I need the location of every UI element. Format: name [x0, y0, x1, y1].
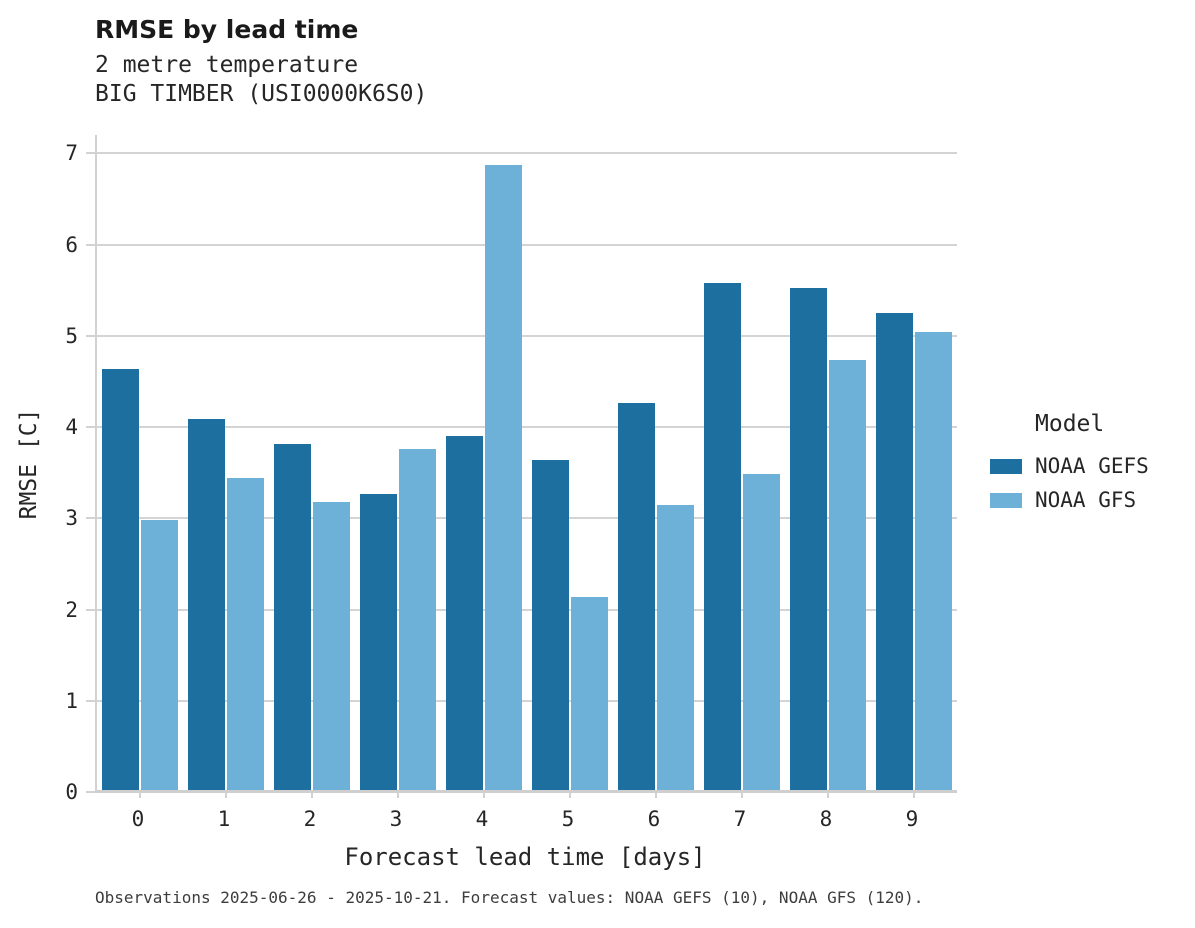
x-tick-6	[655, 792, 657, 798]
y-tick-label-2: 2	[65, 597, 78, 622]
y-tick-label-7: 7	[65, 141, 78, 166]
gridline-y-7	[97, 152, 957, 155]
gridline-y-5	[97, 334, 957, 337]
gridline-y-1	[97, 699, 957, 702]
x-tick-5	[569, 792, 571, 798]
chart-title: RMSE by lead time	[95, 15, 359, 44]
bar-noaa-gefs-day-9	[876, 312, 913, 792]
bar-noaa-gefs-day-0	[102, 368, 139, 792]
x-tick-label-7: 7	[733, 807, 747, 831]
x-axis-label: Forecast lead time [days]	[344, 843, 706, 871]
y-tick-0	[86, 791, 95, 793]
y-tick-3	[86, 517, 95, 520]
y-tick-label-1: 1	[65, 688, 78, 713]
chart-subtitle-station: BIG TIMBER (USI0000K6S0)	[95, 81, 428, 107]
bar-noaa-gfs-day-9	[915, 332, 952, 792]
legend-label: NOAA GEFS	[1035, 454, 1149, 478]
x-tick-4	[483, 792, 485, 798]
bar-noaa-gfs-day-8	[829, 360, 866, 792]
gridline-y-3	[97, 517, 957, 520]
y-tick-label-4: 4	[65, 415, 78, 439]
bar-noaa-gfs-day-6	[657, 504, 694, 792]
bar-noaa-gfs-day-5	[571, 596, 608, 792]
x-tick-3	[397, 792, 399, 798]
x-tick-label-5: 5	[561, 807, 575, 831]
gridline-y-2	[97, 608, 957, 611]
gridline-y-4	[97, 426, 957, 428]
x-tick-label-6: 6	[647, 807, 661, 831]
legend-swatch-icon	[990, 492, 1022, 508]
y-tick-5	[86, 334, 95, 337]
bar-noaa-gfs-day-7	[743, 474, 780, 792]
plot-area	[86, 135, 957, 798]
x-tick-label-1: 1	[217, 807, 231, 831]
legend-entries: NOAA GEFS NOAA GFS	[990, 449, 1149, 517]
bar-noaa-gefs-day-8	[790, 288, 827, 792]
bar-noaa-gefs-day-7	[704, 282, 741, 792]
bar-noaa-gfs-day-2	[313, 501, 350, 792]
x-tick-label-4: 4	[475, 807, 489, 831]
bar-noaa-gfs-day-3	[399, 448, 436, 792]
legend-title: Model	[1035, 411, 1105, 437]
x-tick-7	[741, 792, 743, 798]
gridline-y-6	[97, 243, 957, 246]
x-tick-8	[827, 792, 829, 798]
x-tick-label-2: 2	[303, 807, 317, 831]
bar-noaa-gfs-day-4	[485, 165, 522, 792]
figure-caption: Observations 2025-06-26 - 2025-10-21. Fo…	[95, 888, 924, 907]
bar-noaa-gefs-day-4	[446, 436, 483, 792]
x-tick-1	[225, 792, 227, 798]
bar-noaa-gfs-day-0	[141, 520, 178, 792]
chart-subtitle-variable: 2 metre temperature	[95, 52, 359, 78]
x-tick-label-0: 0	[131, 807, 145, 831]
y-tick-label-0: 0	[65, 780, 78, 804]
legend-label: NOAA GFS	[1035, 488, 1137, 512]
bar-noaa-gefs-day-2	[274, 444, 311, 792]
legend-entry-noaa-gfs: NOAA GFS	[990, 483, 1149, 517]
y-tick-6	[86, 243, 95, 246]
x-tick-0	[139, 792, 141, 798]
bar-noaa-gefs-day-6	[618, 403, 655, 792]
y-tick-4	[86, 426, 95, 428]
y-tick-2	[86, 608, 95, 611]
x-tick-label-8: 8	[819, 807, 833, 831]
x-tick-label-9: 9	[905, 807, 919, 831]
legend-entry-noaa-gefs: NOAA GEFS	[990, 449, 1149, 483]
y-tick-label-3: 3	[65, 506, 78, 531]
bar-noaa-gefs-day-5	[532, 459, 569, 792]
bar-noaa-gfs-day-1	[227, 478, 264, 792]
y-tick-label-6: 6	[65, 232, 78, 257]
x-tick-9	[913, 792, 915, 798]
y-tick-7	[86, 152, 95, 155]
y-tick-1	[86, 699, 95, 702]
x-tick-label-3: 3	[389, 807, 403, 831]
legend: Model NOAA GEFS NOAA GFS	[990, 411, 1149, 517]
bar-noaa-gefs-day-1	[188, 418, 225, 792]
y-tick-label-5: 5	[65, 323, 78, 348]
legend-swatch-icon	[990, 458, 1022, 474]
x-tick-2	[311, 792, 313, 798]
bar-noaa-gefs-day-3	[360, 493, 397, 792]
x-axis-line	[95, 790, 957, 793]
